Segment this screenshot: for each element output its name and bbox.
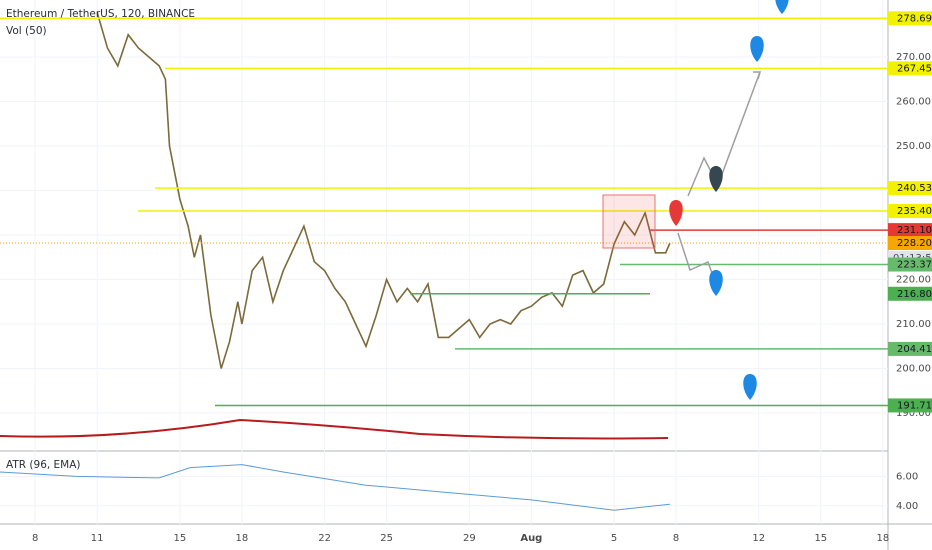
- pin: [709, 166, 723, 192]
- level-label-box: [888, 286, 932, 301]
- level-label-box: [888, 181, 932, 196]
- level-label: 191.71: [897, 400, 932, 411]
- level-label: 278.69: [897, 13, 932, 24]
- x-tick-label: 22: [318, 533, 331, 544]
- level-label-box: [888, 257, 932, 272]
- x-tick-label: 11: [91, 533, 104, 544]
- y-tick-label: 210.00: [896, 319, 931, 330]
- level-label-box: [888, 236, 932, 251]
- pin: [669, 200, 683, 226]
- level-label: 228.20: [897, 238, 932, 249]
- x-tick-label: 29: [463, 533, 476, 544]
- y-tick-label: 200.00: [896, 364, 931, 375]
- chart-title: Ethereum / TetherUS, 120, BINANCE: [6, 8, 195, 20]
- level-label: 240.53: [897, 183, 932, 194]
- volume-ma: [0, 418, 669, 440]
- x-tick-label: 8: [32, 533, 38, 544]
- y-tick-label: 270.00: [896, 52, 931, 63]
- level-label-box: [888, 223, 932, 238]
- pin: [775, 0, 789, 14]
- pin: [743, 374, 757, 400]
- y-tick-label: 220.00: [896, 275, 931, 286]
- level-label: 223.37: [897, 260, 932, 271]
- x-tick-label: 8: [673, 533, 679, 544]
- y-tick-label: 190.00: [896, 408, 931, 419]
- x-tick-label: 25: [380, 533, 393, 544]
- x-tick-label: 5: [611, 533, 617, 544]
- volume-label: Vol (50): [6, 25, 47, 37]
- y-tick-label: 4.00: [896, 501, 918, 512]
- y-tick-label: 260.00: [896, 96, 931, 107]
- price-line: [96, 12, 671, 369]
- level-label: 235.40: [897, 206, 932, 217]
- level-label-box: [888, 203, 932, 218]
- arrow-head: [753, 71, 761, 80]
- pin: [709, 270, 723, 296]
- level-label: 231.10: [897, 225, 932, 236]
- marks: [0, 12, 888, 511]
- x-tick-label: 18: [876, 533, 889, 544]
- atr-line: [0, 464, 670, 511]
- y-tick-label: 6.00: [896, 471, 918, 482]
- pin: [750, 36, 764, 62]
- x-tick-label: Aug: [520, 533, 542, 544]
- level-label: 204.41: [897, 344, 932, 355]
- level-label: 216.80: [897, 289, 932, 300]
- x-tick-label: 15: [174, 533, 187, 544]
- range-box: [602, 194, 656, 249]
- x-tick-label: 12: [752, 533, 765, 544]
- level-label: 267.45: [897, 63, 932, 74]
- level-label-box: [888, 398, 932, 413]
- level-label-box: [888, 11, 932, 26]
- level-label-box: [888, 341, 932, 356]
- pins: [669, 0, 789, 400]
- y-tick-label: 250.00: [896, 141, 931, 152]
- atr-label: ATR (96, EMA): [6, 459, 81, 471]
- x-tick-label: 15: [814, 533, 827, 544]
- x-tick-label: 18: [236, 533, 249, 544]
- level-label-box: [888, 61, 932, 76]
